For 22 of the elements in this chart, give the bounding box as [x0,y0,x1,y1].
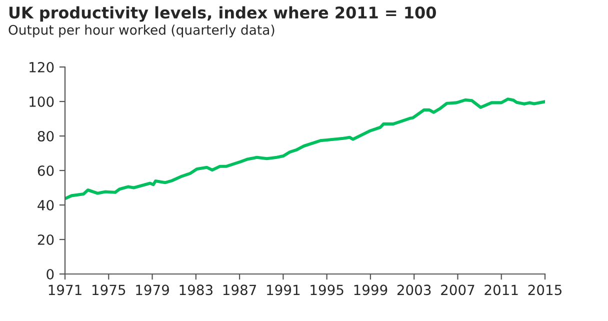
x-tick-label: 1991 [267,284,300,296]
y-tick-label: 20 [38,234,54,245]
y-tick-label: 80 [38,130,54,142]
y-tick-label: 40 [38,200,54,210]
chart-subtitle: Output per hour worked (quarterly data) [8,24,274,38]
x-tick-label: 1979 [136,284,169,296]
chart-title: UK productivity levels, index where 2011 = 100 [9,6,436,22]
x-tick-label: 2003 [397,284,431,296]
x-tick-label: 1983 [180,284,212,296]
x-tick-label: 1995 [310,284,344,296]
x-tick-label: 2015 [528,284,562,296]
x-tick-label: 1987 [223,284,256,296]
y-tick-label: 100 [30,96,54,107]
line-series [65,98,545,200]
x-tick-label: 1999 [354,284,388,296]
y-tick-label: 60 [38,165,54,176]
y-tick-label: 0 [46,268,54,280]
y-tick-label: 120 [30,62,54,72]
x-tick-label: 2011 [484,284,518,296]
x-tick-label: 1975 [92,284,126,296]
x-tick-label: 2007 [441,284,474,296]
x-tick-label: 1971 [48,284,82,296]
